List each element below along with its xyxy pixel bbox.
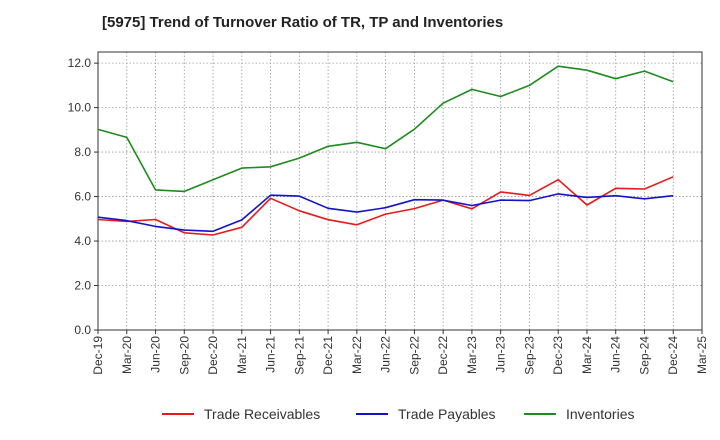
x-tick-label: Mar-21 [235,336,249,374]
x-tick-label: Sep-24 [637,336,651,375]
x-tick-label: Dec-23 [551,336,565,375]
x-tick-label: Mar-23 [465,336,479,374]
legend-label: Inventories [566,406,634,422]
x-tick-label: Jun-23 [494,336,508,373]
x-tick-label: Sep-22 [407,336,421,375]
x-tick-label: Dec-21 [321,336,335,375]
x-tick-label: Jun-20 [149,336,163,373]
y-tick-label: 0.0 [74,323,91,337]
legend-label: Trade Payables [398,406,496,422]
x-tick-label: Mar-24 [580,336,594,374]
x-tick-label: Mar-22 [350,336,364,374]
x-tick-label: Sep-21 [292,336,306,375]
legend-label: Trade Receivables [204,406,320,422]
plot-frame [97,51,703,331]
x-tick-label: Dec-19 [91,336,105,375]
axes [97,51,703,331]
y-tick-label: 12.0 [68,56,92,70]
series-lines [97,65,674,236]
y-axis-ticks: 0.0 2.0 4.0 6.0 8.0 10.0 12.0 [68,56,98,337]
x-tick-label: Mar-25 [695,336,709,374]
chart-title: [5975] Trend of Turnover Ratio of TR, TP… [102,14,504,31]
x-tick-label: Dec-24 [666,336,680,375]
series-line-2 [97,65,674,193]
x-axis-ticks: Dec-19 Mar-20 Jun-20 Sep-20 Dec-20 Mar-21 Jun-… [91,330,709,375]
y-tick-label: 8.0 [74,145,91,159]
x-tick-label: Jun-24 [609,336,623,373]
x-tick-label: Jun-22 [379,336,393,373]
x-tick-label: Sep-23 [522,336,536,375]
x-tick-label: Dec-20 [206,336,220,375]
x-tick-label: Sep-20 [177,336,191,375]
y-tick-label: 10.0 [68,101,92,115]
series-line-1 [97,193,674,233]
x-tick-label: Dec-22 [436,336,450,375]
y-tick-label: 4.0 [74,234,91,248]
y-tick-label: 6.0 [74,190,91,204]
x-tick-label: Mar-20 [120,336,134,374]
y-tick-label: 2.0 [74,279,91,293]
legend: Trade Receivables Trade Payables Inventori… [162,406,634,422]
x-tick-label: Jun-21 [264,336,278,373]
